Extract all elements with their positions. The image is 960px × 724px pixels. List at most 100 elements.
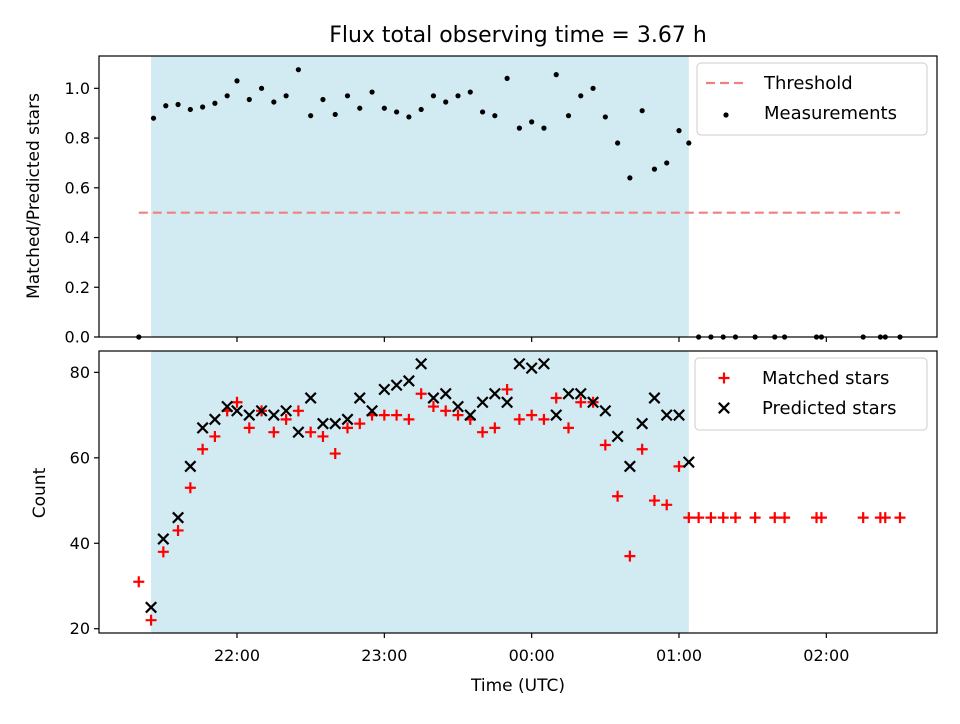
data-point bbox=[283, 93, 289, 99]
legend-label: Predicted stars bbox=[762, 398, 896, 419]
data-point bbox=[150, 115, 157, 121]
x-tick-label: 22:00 bbox=[214, 646, 260, 665]
data-point bbox=[234, 78, 240, 84]
data-point bbox=[529, 119, 535, 125]
data-point bbox=[563, 422, 574, 434]
panel-count: 20 40 60 80 22:00 23:00 00:00 01:00 02:00 Matched… bbox=[70, 350, 938, 665]
data-point bbox=[271, 99, 277, 105]
y-tick-label: 20 bbox=[70, 619, 90, 638]
data-point bbox=[452, 409, 464, 421]
data-point bbox=[516, 125, 522, 131]
data-point bbox=[224, 93, 230, 99]
x-tick-label: 23:00 bbox=[361, 646, 407, 665]
data-point bbox=[172, 511, 185, 524]
data-point bbox=[452, 400, 464, 413]
data-point bbox=[316, 417, 329, 430]
data-point bbox=[172, 524, 184, 536]
data-point bbox=[541, 125, 547, 131]
data-point bbox=[578, 93, 584, 99]
data-point bbox=[402, 374, 415, 387]
data-point bbox=[332, 111, 338, 118]
legend-box bbox=[696, 62, 928, 136]
data-point bbox=[729, 512, 741, 524]
data-point bbox=[430, 93, 437, 99]
data-point bbox=[320, 96, 326, 103]
data-point bbox=[455, 93, 461, 99]
data-point bbox=[344, 93, 351, 99]
data-point bbox=[464, 409, 477, 422]
y-tick-label: 0.6 bbox=[65, 178, 90, 197]
data-point bbox=[651, 166, 658, 172]
legend-label: Matched stars bbox=[762, 368, 889, 389]
data-point bbox=[477, 426, 489, 438]
data-point bbox=[304, 392, 317, 404]
data-point bbox=[341, 413, 354, 426]
x-tick-label: 02:00 bbox=[803, 646, 849, 665]
data-point bbox=[157, 546, 169, 558]
data-point bbox=[212, 100, 218, 106]
observing-window-shade bbox=[151, 56, 689, 337]
data-point bbox=[200, 104, 206, 110]
observing-window-shade bbox=[151, 351, 689, 633]
data-point bbox=[221, 400, 234, 413]
y-tick-label: 0.0 bbox=[65, 328, 90, 347]
data-point bbox=[894, 512, 906, 524]
data-point bbox=[575, 396, 587, 408]
data-point bbox=[673, 460, 685, 472]
data-point bbox=[243, 409, 256, 422]
data-point bbox=[391, 409, 403, 421]
y-tick-label: 0.8 bbox=[65, 129, 90, 148]
data-point bbox=[427, 401, 439, 413]
data-point bbox=[390, 379, 403, 392]
top-y-axis-label: Matched/Predicted stars bbox=[24, 93, 44, 299]
data-point bbox=[599, 404, 612, 417]
data-point bbox=[636, 417, 649, 430]
data-point bbox=[660, 409, 673, 422]
data-point bbox=[624, 550, 636, 562]
data-point bbox=[686, 140, 692, 146]
data-point bbox=[611, 430, 624, 443]
data-point bbox=[378, 383, 391, 396]
data-point bbox=[779, 512, 791, 524]
data-point bbox=[378, 409, 390, 421]
data-point bbox=[443, 99, 449, 105]
data-point bbox=[329, 417, 342, 430]
data-point bbox=[342, 422, 353, 434]
legend-label: Threshold bbox=[763, 73, 853, 94]
data-point bbox=[661, 499, 673, 511]
data-point bbox=[538, 413, 550, 425]
data-point bbox=[815, 512, 827, 524]
data-point bbox=[489, 422, 501, 434]
data-point bbox=[636, 443, 648, 455]
data-point bbox=[305, 426, 317, 438]
data-point bbox=[682, 456, 695, 469]
data-point bbox=[268, 426, 280, 438]
data-point bbox=[612, 490, 624, 502]
data-point bbox=[513, 357, 526, 370]
data-point bbox=[537, 357, 550, 370]
legend-marker-plus bbox=[718, 372, 730, 384]
data-point bbox=[280, 413, 292, 425]
data-point bbox=[467, 89, 473, 95]
data-point bbox=[427, 392, 440, 404]
data-point bbox=[184, 482, 196, 494]
data-point bbox=[676, 128, 682, 134]
data-point bbox=[492, 113, 498, 119]
data-point bbox=[403, 413, 415, 425]
data-point bbox=[749, 512, 761, 524]
data-point bbox=[406, 114, 412, 120]
y-tick-label: 80 bbox=[70, 363, 90, 382]
data-point bbox=[145, 601, 158, 614]
data-point bbox=[175, 101, 181, 108]
data-point bbox=[526, 409, 538, 421]
data-point bbox=[415, 357, 428, 370]
data-point bbox=[879, 512, 891, 524]
data-point bbox=[354, 418, 366, 430]
data-point bbox=[440, 405, 452, 417]
data-point bbox=[258, 85, 265, 91]
data-point bbox=[693, 512, 705, 524]
data-point bbox=[231, 404, 243, 417]
legend-marker-x bbox=[718, 402, 730, 414]
data-point bbox=[439, 387, 452, 400]
